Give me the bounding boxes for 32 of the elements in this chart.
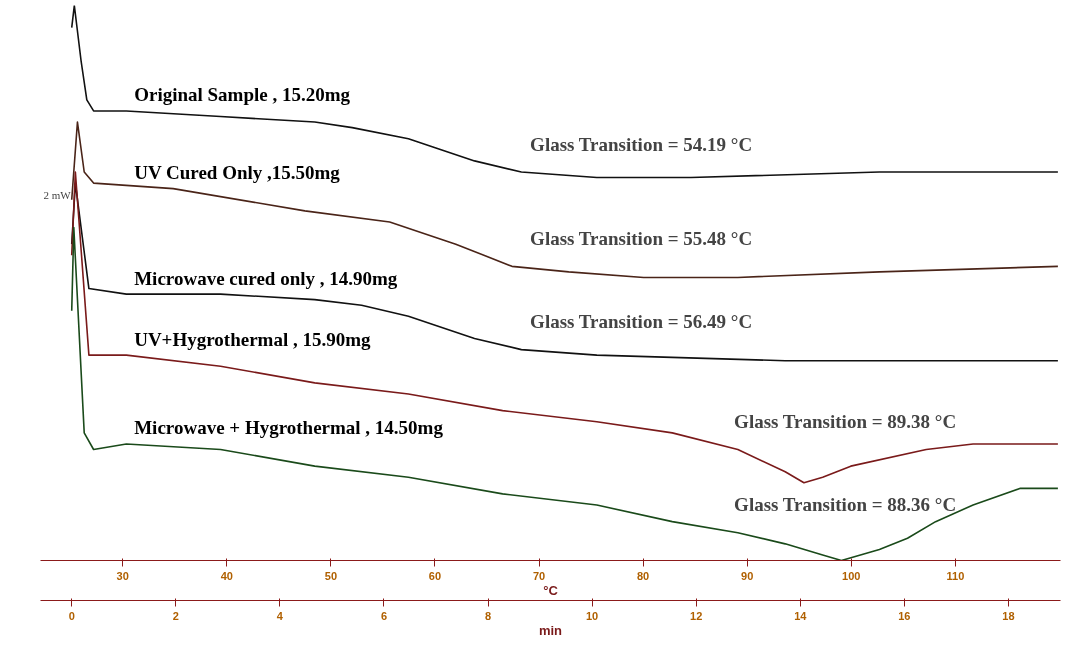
- annotation: 2 mW: [43, 188, 72, 201]
- x2-tick-label: 70: [532, 569, 546, 582]
- x2-tick-label: 50: [324, 569, 338, 582]
- x-axis-title: min: [538, 622, 563, 638]
- annotation: Glass Transition = 88.36 °C: [734, 494, 957, 516]
- series-label: Microwave + Hygrothermal , 14.50mg: [134, 417, 444, 439]
- annotation: Glass Transition = 89.38 °C: [734, 411, 957, 432]
- series-label: UV Cured Only ,15.50mg: [134, 162, 341, 184]
- x-tick-label: 18: [1002, 609, 1015, 622]
- x-tick-label: 4: [276, 609, 284, 622]
- series-label: Original Sample , 15.20mg: [134, 84, 351, 106]
- x-tick-label: 12: [690, 609, 703, 622]
- annotation: Glass Transition = 55.48 °C: [530, 227, 753, 249]
- x2-tick-label: 90: [741, 569, 754, 582]
- x-tick-label: 6: [380, 609, 388, 622]
- annotation: Glass Transition = 56.49 °C: [530, 311, 753, 333]
- x-tick-label: 0: [68, 609, 75, 622]
- x-tick-label: 16: [898, 609, 911, 622]
- x2-tick-label: 80: [637, 569, 650, 582]
- x-tick-label: 2: [172, 609, 179, 622]
- series-label: UV+Hygrothermal , 15.90mg: [134, 328, 371, 350]
- x2-axis-title: °C: [543, 582, 559, 598]
- x-tick-label: 8: [484, 609, 492, 622]
- x2-tick-label: 30: [116, 569, 129, 582]
- series-label: Microwave cured only , 14.90mg: [134, 267, 398, 289]
- annotation: Glass Transition = 54.19 °C: [530, 133, 753, 155]
- x2-tick-label: 110: [946, 569, 965, 582]
- x-tick-label: 14: [794, 609, 808, 622]
- x-tick-label: 10: [586, 609, 599, 622]
- x2-tick-label: 40: [220, 569, 233, 582]
- x2-tick-label: 60: [428, 569, 442, 582]
- x2-tick-label: 100: [842, 569, 861, 582]
